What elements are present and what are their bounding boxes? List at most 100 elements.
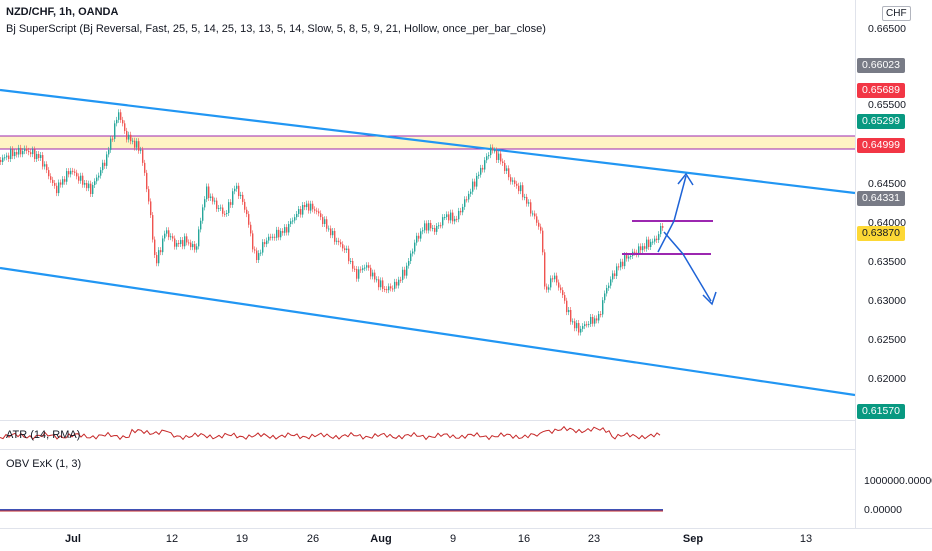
bearish-arrow-head <box>702 291 717 306</box>
channel-upper-line[interactable] <box>0 88 855 195</box>
candle-body <box>190 242 192 248</box>
candle-body <box>300 209 302 215</box>
candle-body <box>318 211 320 214</box>
candle-body <box>586 324 588 326</box>
channel-lower-line[interactable] <box>0 266 855 397</box>
candle-body <box>48 170 50 177</box>
candle-body <box>192 244 194 248</box>
candle-body <box>594 318 596 324</box>
candle-body <box>302 204 304 215</box>
candle-body <box>104 162 106 166</box>
candle-body <box>84 182 86 185</box>
candle-body <box>492 147 494 151</box>
candle-body <box>548 287 550 290</box>
atr-canvas <box>0 425 661 441</box>
candle-body <box>138 141 140 151</box>
candle-body <box>326 219 328 229</box>
time-axis[interactable]: Jul 12 19 26 Aug 9 16 23 Sep 13 <box>0 528 932 551</box>
candle-body <box>540 226 542 231</box>
candle-body <box>252 233 254 250</box>
candle-body <box>130 134 132 142</box>
candle-body <box>558 282 560 288</box>
candle-body <box>152 215 154 240</box>
candle-body <box>444 217 446 219</box>
candle-body <box>122 119 124 124</box>
candle-body <box>68 171 70 175</box>
atr-label[interactable]: ATR (14, RMA) <box>6 429 81 441</box>
candle-body <box>180 240 182 245</box>
candle-body <box>550 278 552 288</box>
candle-body <box>450 212 452 221</box>
candle-body <box>174 238 176 247</box>
candle-body <box>626 255 628 259</box>
candle-body <box>604 293 606 301</box>
price-chart-pane[interactable]: NZD/CHF, 1h, OANDA Bj SuperScript (Bj Re… <box>0 0 855 420</box>
candle-body <box>126 130 128 140</box>
candle-body <box>384 288 386 290</box>
candle-body <box>616 266 618 277</box>
price-chart-canvas[interactable] <box>0 0 855 420</box>
pane-separator[interactable] <box>0 449 855 450</box>
candle-body <box>432 227 434 229</box>
candle-body <box>658 234 660 241</box>
candle-body <box>340 242 342 245</box>
candles-group <box>0 109 664 336</box>
candle-body <box>354 268 356 270</box>
candle-body <box>76 172 78 177</box>
candle-body <box>314 209 316 211</box>
bullish-projection-arrow[interactable] <box>657 175 687 253</box>
candle-body <box>246 209 248 215</box>
candle-body <box>620 261 622 268</box>
candle-body <box>356 269 358 279</box>
price-tick: 0.65500 <box>868 99 906 111</box>
price-axis[interactable]: CHF 0.66500 0.65500 0.64500 0.64000 0.63… <box>855 0 932 528</box>
candle-body <box>416 235 418 243</box>
candle-body <box>438 225 440 227</box>
price-tag: 0.64331 <box>857 191 905 206</box>
candle-body <box>488 155 490 157</box>
indicator-legend[interactable]: Bj SuperScript (Bj Reversal, Fast, 25, 5… <box>6 23 546 35</box>
candle-body <box>200 220 202 230</box>
candle-body <box>62 179 64 185</box>
candle-body <box>332 230 334 236</box>
candle-body <box>284 227 286 233</box>
candle-body <box>102 162 104 171</box>
candle-body <box>146 172 148 190</box>
obv-pane[interactable]: OBV ExK (1, 3) <box>0 450 855 528</box>
candle-body <box>628 256 630 259</box>
candle-body <box>410 253 412 262</box>
candle-body <box>310 203 312 211</box>
candle-body <box>46 164 48 171</box>
candle-body <box>580 328 582 333</box>
obv-label[interactable]: OBV ExK (1, 3) <box>6 458 82 470</box>
currency-label[interactable]: CHF <box>882 6 911 21</box>
atr-pane[interactable]: ATR (14, RMA) <box>0 421 855 449</box>
symbol-legend[interactable]: NZD/CHF, 1h, OANDA <box>6 6 119 18</box>
pane-separator[interactable] <box>0 420 855 421</box>
candle-body <box>82 175 84 185</box>
candle-body <box>34 149 36 160</box>
candle-body <box>274 236 276 238</box>
candle-body <box>364 267 366 269</box>
price-tag: 0.65689 <box>857 83 905 98</box>
time-label: Jul <box>65 533 81 545</box>
candle-body <box>418 235 420 239</box>
candle-body <box>108 149 110 155</box>
candle-body <box>282 231 284 233</box>
candle-body <box>408 261 410 266</box>
candle-body <box>404 269 406 276</box>
candle-body <box>212 196 214 202</box>
bearish-projection-arrow[interactable] <box>663 231 712 302</box>
candle-body <box>506 168 508 171</box>
candle-body <box>210 196 212 198</box>
candle-body <box>568 310 570 313</box>
candle-body <box>398 279 400 286</box>
candle-body <box>500 153 502 162</box>
candle-body <box>166 230 168 234</box>
candle-body <box>478 174 480 176</box>
candle-body <box>220 207 222 209</box>
bullish-arrow-head <box>677 172 694 186</box>
candle-body <box>590 316 592 324</box>
time-label: 26 <box>306 533 320 545</box>
candle-body <box>16 152 18 155</box>
